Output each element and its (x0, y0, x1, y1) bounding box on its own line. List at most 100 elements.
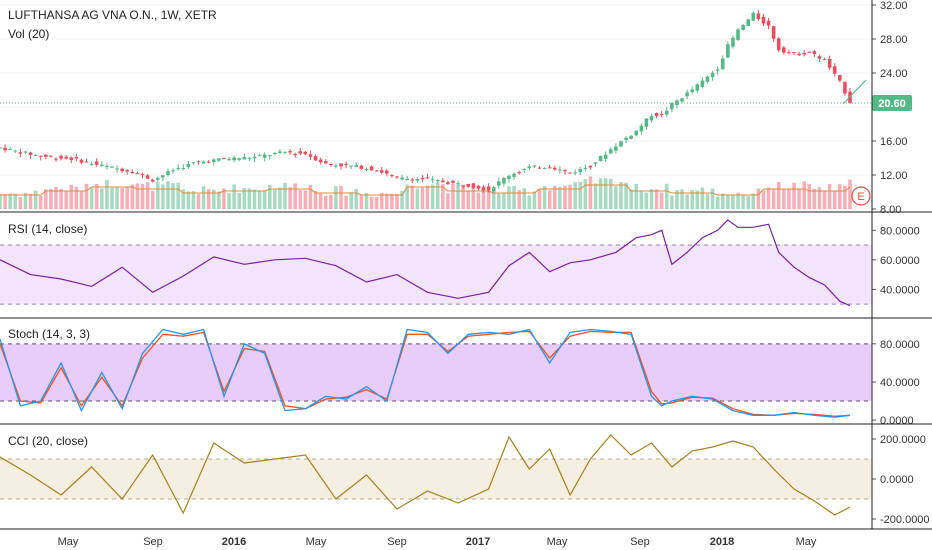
volume-bar (578, 181, 583, 209)
volume-bar (28, 193, 33, 209)
candle (522, 167, 527, 174)
candle-body (787, 52, 791, 54)
candle-body (746, 19, 750, 27)
candle (150, 178, 155, 183)
earnings-marker[interactable]: E (851, 186, 871, 206)
cci-pane[interactable]: CCI (20, close) 200.0000 0.0000 -200.0000 (0, 434, 930, 526)
candle-body (415, 178, 420, 181)
candle-body (329, 163, 333, 165)
time-axis-label: May (796, 536, 817, 548)
candle-body (313, 156, 318, 161)
volume-bar (13, 193, 18, 209)
candle (517, 170, 521, 175)
volume-bar (237, 193, 242, 209)
volume-bar (466, 190, 471, 209)
candle-body (186, 163, 191, 167)
candle (578, 166, 583, 175)
candle (776, 37, 781, 53)
volume-bar (150, 190, 155, 209)
stoch-title: Stoch (14, 3, 3) (8, 327, 90, 341)
candle (547, 164, 552, 169)
candle-body (430, 178, 435, 180)
candle-body (522, 169, 527, 171)
volume-bar (323, 195, 328, 209)
volume-bar (563, 185, 567, 209)
volume-bar (257, 191, 262, 209)
candle (293, 152, 297, 158)
volume-bar (44, 189, 48, 209)
candle (675, 99, 679, 109)
candle-body (125, 170, 130, 172)
volume-bar (608, 178, 613, 209)
rsi-axis[interactable]: 80.0000 60.0000 40.0000 (872, 225, 920, 296)
candle-body (171, 170, 175, 172)
candle (502, 176, 506, 187)
candle-body (59, 155, 63, 159)
candle-body (379, 170, 384, 173)
volume-bar (0, 193, 2, 209)
time-axis-label: May (547, 536, 568, 548)
candle-body (44, 154, 48, 157)
candle-body (654, 113, 659, 117)
candle-body (659, 113, 664, 115)
volume-bar (573, 182, 577, 209)
candle-body (84, 161, 89, 163)
volume-bar (313, 190, 318, 209)
candle (196, 160, 201, 165)
volume-bar (654, 189, 659, 209)
candle (441, 178, 445, 183)
candle-body (583, 167, 588, 169)
stoch-pane[interactable]: Stoch (14, 3, 3) 80.0000 40.0000 0.0000 (0, 327, 920, 427)
candle (288, 149, 292, 155)
price-pane[interactable]: LUFTHANSA AG VNA O.N., 1W, XETR Vol (20)… (0, 0, 912, 216)
candle-body (578, 168, 583, 172)
candle (359, 164, 364, 170)
candle-body (736, 29, 740, 40)
volume-bar (497, 193, 501, 209)
candle-body (105, 165, 109, 167)
volume-bar (145, 182, 150, 209)
candle (685, 89, 689, 99)
volume-bar (771, 188, 776, 209)
candle (69, 156, 74, 164)
candle (476, 184, 481, 191)
time-axis[interactable]: May Sep 2016 May Sep 2017 May Sep 2018 M… (58, 536, 817, 548)
candle-body (354, 164, 359, 167)
candle (843, 81, 847, 96)
axis-label: 0.0000 (880, 474, 914, 486)
candle (110, 165, 114, 168)
volume-bar (522, 188, 527, 209)
volume-bar (736, 192, 740, 209)
time-axis-label: 2017 (466, 536, 490, 548)
candle (140, 172, 145, 179)
cci-axis[interactable]: 200.0000 0.0000 -200.0000 (872, 434, 930, 526)
candle (639, 123, 644, 135)
candle (593, 162, 598, 167)
candle (542, 167, 547, 170)
volume-bar (746, 196, 750, 209)
rsi-pane[interactable]: RSI (14, close) 80.0000 60.0000 40.0000 (0, 219, 920, 307)
candle-body (13, 150, 18, 152)
candle (792, 51, 796, 56)
price-axis-label: 8.00 (880, 204, 901, 216)
candle-body (38, 155, 43, 157)
candle (695, 83, 700, 94)
candle-body (385, 170, 389, 174)
volume-bar (79, 191, 84, 209)
volume-bar (364, 192, 369, 209)
volume-bar (502, 192, 506, 209)
candle-body (558, 169, 562, 171)
volume-bar (334, 186, 338, 209)
volume-bar (766, 187, 771, 209)
volume-bar (425, 185, 430, 209)
candle (720, 55, 725, 70)
volume-bar (761, 190, 766, 209)
volume-bar (3, 194, 7, 209)
volume-bar (38, 195, 43, 209)
candle-body (792, 52, 796, 54)
trend-line (842, 79, 867, 105)
volume-bar (115, 187, 119, 209)
candle (659, 110, 664, 118)
volume-bar (812, 188, 817, 209)
